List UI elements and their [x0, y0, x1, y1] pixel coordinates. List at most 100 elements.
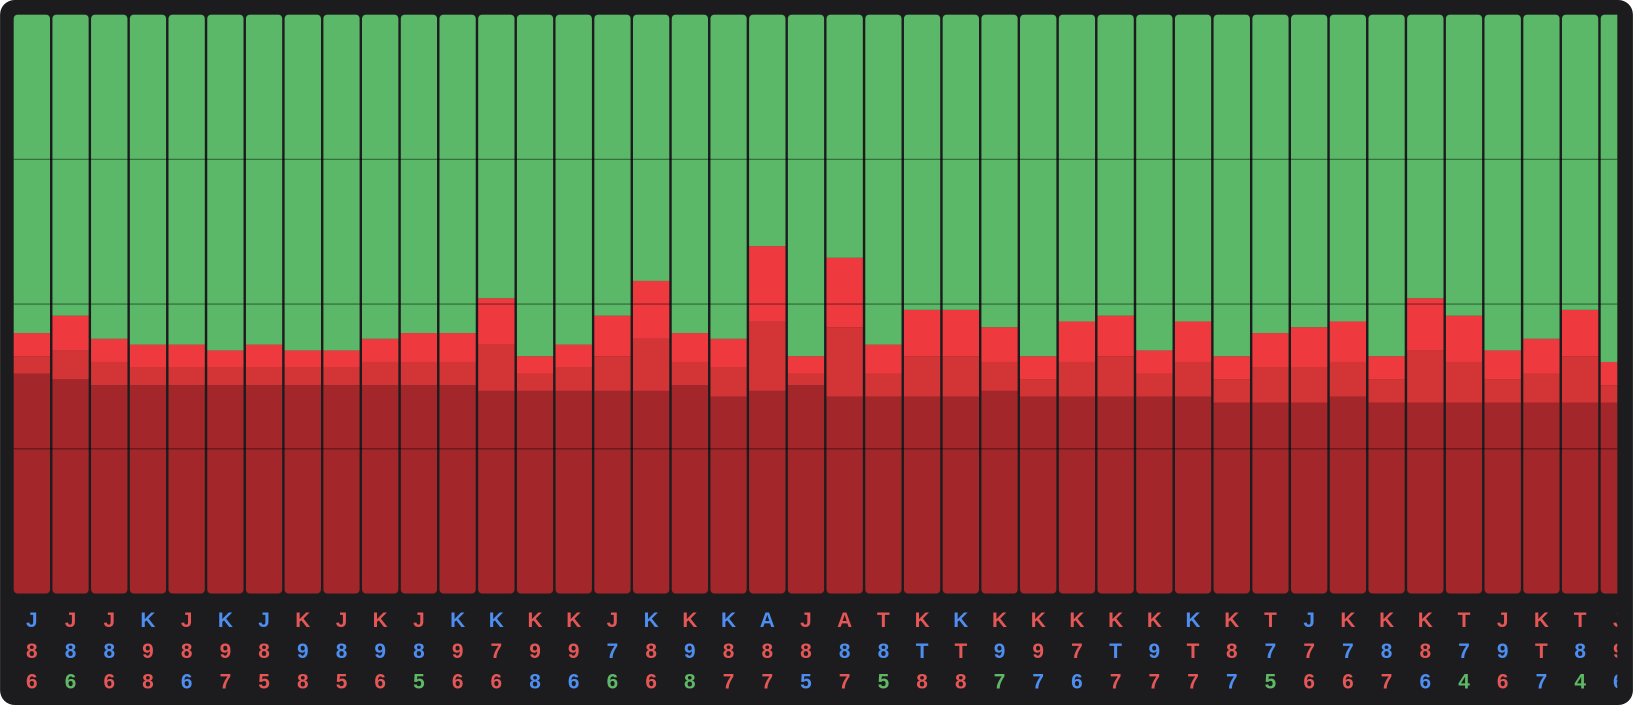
bar-segment — [632, 390, 670, 594]
bar-segment — [903, 309, 941, 357]
bar-column — [168, 14, 205, 594]
column-stack — [865, 14, 902, 594]
column-stack — [1252, 14, 1289, 594]
card-label: T — [954, 640, 967, 663]
column-stack — [903, 14, 941, 594]
bar-column — [207, 14, 244, 594]
column-stack — [1136, 14, 1173, 594]
bar-column — [1329, 14, 1367, 594]
bar-segment — [1174, 361, 1212, 397]
bar-segment — [245, 344, 283, 368]
column-stack — [1523, 14, 1560, 594]
bar-segment — [168, 14, 205, 345]
bar-segment — [1213, 356, 1250, 380]
bar-segment — [400, 361, 438, 386]
card-label: 6 — [1342, 671, 1354, 694]
bar-segment — [516, 14, 554, 357]
card-label: 7 — [1381, 671, 1393, 694]
column-stack — [749, 14, 786, 594]
bar-segment — [942, 14, 980, 310]
card-label: 6 — [374, 671, 386, 694]
bar-segment — [1290, 14, 1328, 328]
card-label: 9 — [1497, 640, 1509, 663]
bar-segment — [1252, 367, 1289, 403]
bar-segment — [1523, 402, 1560, 594]
bar-segment — [439, 361, 476, 386]
bar-segment — [1368, 379, 1405, 403]
card-label: 7 — [1110, 671, 1122, 694]
column-stack — [439, 14, 476, 594]
bar-column — [1213, 14, 1250, 594]
card-label: 7 — [1342, 640, 1354, 663]
bar-column — [1290, 14, 1328, 594]
bar-segment — [361, 14, 399, 339]
bar-column — [826, 14, 863, 594]
bar-segment — [284, 385, 322, 594]
card-label: 6 — [1613, 671, 1625, 694]
card-label: 5 — [878, 671, 890, 694]
bar-segment — [1600, 385, 1618, 403]
column-stack — [323, 14, 360, 594]
bar-segment — [1368, 402, 1405, 594]
bar-segment — [1600, 361, 1618, 386]
card-label: K — [373, 609, 388, 632]
card-label: T — [877, 609, 890, 632]
bar-segment — [207, 14, 244, 351]
bar-segment — [1213, 379, 1250, 403]
card-label: 8 — [839, 640, 851, 663]
bar-segment — [129, 367, 167, 386]
bar-column — [1523, 14, 1560, 594]
card-label: 7 — [607, 640, 619, 663]
bar-segment — [1561, 356, 1599, 403]
card-label: T — [1187, 640, 1200, 663]
card-label: 9 — [220, 640, 232, 663]
column-stack — [207, 14, 244, 594]
bar-segment — [594, 356, 631, 391]
bar-segment — [1213, 402, 1250, 594]
card-label: 8 — [142, 671, 154, 694]
card-label: 7 — [839, 671, 851, 694]
bar-segment — [671, 385, 709, 594]
bar-segment — [826, 396, 863, 594]
bar-segment — [323, 14, 360, 351]
bar-segment — [91, 385, 128, 594]
column-stack — [710, 14, 747, 594]
bar-segment — [787, 356, 825, 374]
bar-column — [284, 14, 322, 594]
bar-column — [903, 14, 941, 594]
card-label: 7 — [1303, 640, 1315, 663]
bar-segment — [245, 385, 283, 594]
card-label: K — [1224, 609, 1239, 632]
bar-segment — [1174, 321, 1212, 362]
bar-segment — [865, 344, 902, 374]
bar-segment — [1329, 321, 1367, 362]
bar-segment — [91, 338, 128, 362]
column-stack — [981, 14, 1018, 594]
bar-segment — [1020, 379, 1057, 397]
card-label: K — [1069, 609, 1084, 632]
card-label: 9 — [568, 640, 580, 663]
column-stack — [1600, 14, 1618, 594]
card-label: 7 — [1536, 671, 1548, 694]
card-label: 6 — [645, 671, 657, 694]
column-stack — [1445, 14, 1483, 594]
bar-segment — [1329, 14, 1367, 322]
bar-segment — [400, 14, 438, 334]
card-label: J — [336, 609, 348, 632]
bar-column — [478, 14, 515, 594]
bar-segment — [1561, 309, 1599, 357]
card-label: 7 — [723, 671, 735, 694]
column-stack — [1058, 14, 1096, 594]
bar-segment — [594, 390, 631, 594]
bar-segment — [1368, 14, 1405, 357]
bar-segment — [168, 367, 205, 386]
bar-segment — [13, 356, 51, 374]
bar-column — [671, 14, 709, 594]
card-label: 8 — [26, 640, 38, 663]
card-label: 8 — [878, 640, 890, 663]
bar-segment — [1097, 356, 1134, 397]
bar-segment — [632, 338, 670, 391]
bar-column — [516, 14, 554, 594]
card-label: J — [181, 609, 193, 632]
bar-column — [1484, 14, 1521, 594]
